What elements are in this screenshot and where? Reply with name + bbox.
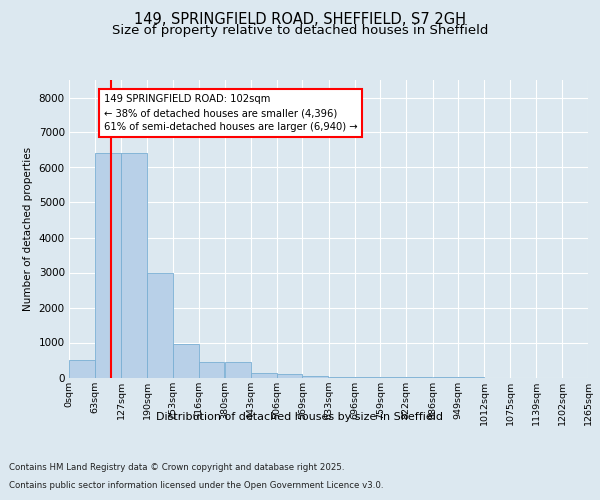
Bar xyxy=(69,360,95,378)
Bar xyxy=(225,362,251,378)
Text: Distribution of detached houses by size in Sheffield: Distribution of detached houses by size … xyxy=(157,412,443,422)
Y-axis label: Number of detached properties: Number of detached properties xyxy=(23,146,33,311)
Bar xyxy=(251,374,277,378)
Bar xyxy=(147,272,173,378)
Text: 149 SPRINGFIELD ROAD: 102sqm
← 38% of detached houses are smaller (4,396)
61% of: 149 SPRINGFIELD ROAD: 102sqm ← 38% of de… xyxy=(104,94,358,132)
Bar xyxy=(173,344,199,378)
Bar xyxy=(121,154,147,378)
Text: 149, SPRINGFIELD ROAD, SHEFFIELD, S7 2GH: 149, SPRINGFIELD ROAD, SHEFFIELD, S7 2GH xyxy=(134,12,466,28)
Bar xyxy=(199,362,224,378)
Text: Contains HM Land Registry data © Crown copyright and database right 2025.: Contains HM Land Registry data © Crown c… xyxy=(9,464,344,472)
Text: Size of property relative to detached houses in Sheffield: Size of property relative to detached ho… xyxy=(112,24,488,37)
Bar xyxy=(95,154,121,378)
Bar xyxy=(277,374,302,378)
Text: Contains public sector information licensed under the Open Government Licence v3: Contains public sector information licen… xyxy=(9,481,383,490)
Bar xyxy=(302,376,328,378)
